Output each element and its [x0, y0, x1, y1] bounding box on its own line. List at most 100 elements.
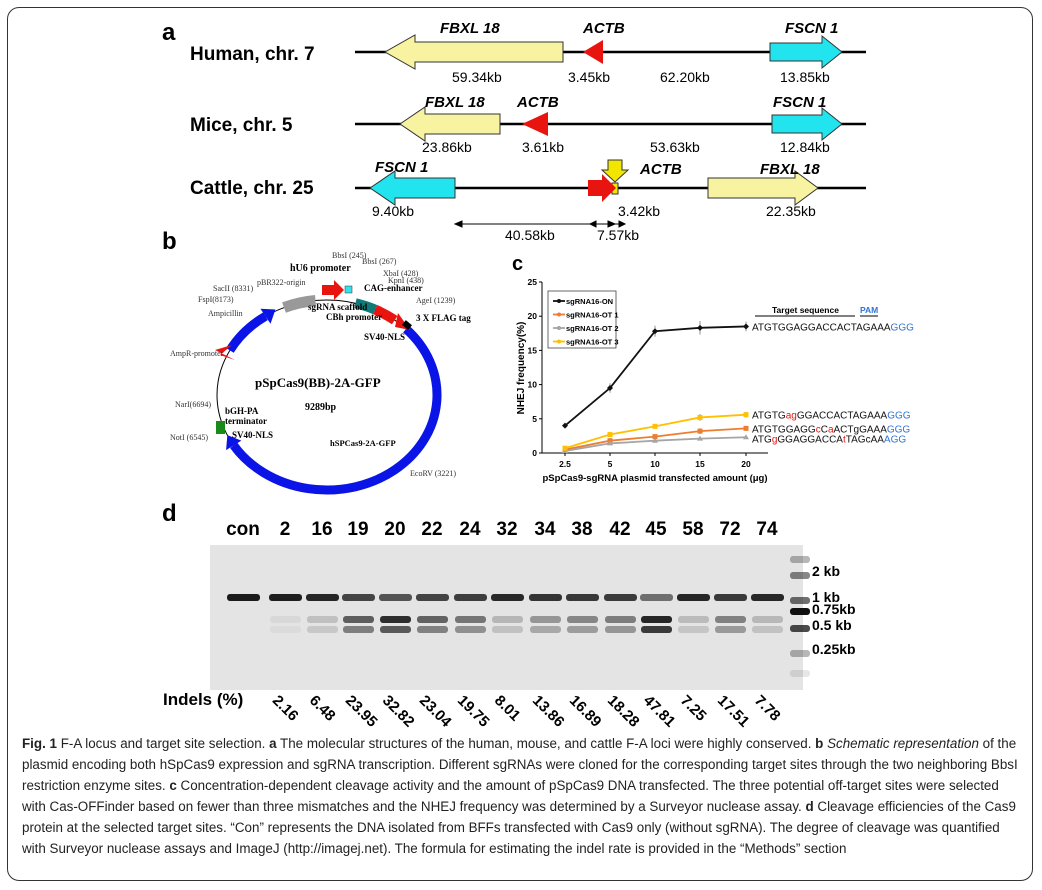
- cleaved-band-lower: [269, 626, 301, 633]
- ladder-band: [790, 556, 810, 563]
- feature-label: AmpR-promoter: [170, 349, 224, 358]
- distance-label: 3.61kb: [522, 139, 564, 155]
- series-sgRNA16-OT 3: [562, 411, 749, 451]
- data-point: [652, 423, 658, 429]
- gel-image: [210, 545, 810, 690]
- sequence-text: ATGgGGAGGACCAtTAGcAAAGG: [752, 434, 906, 445]
- data-point: [652, 328, 658, 335]
- span-label: 40.58kb: [505, 227, 555, 243]
- feature-label: CAG-enhancer: [364, 283, 423, 293]
- data-point: [652, 437, 658, 443]
- sequence-text: ATGTGGAGGACCACTAGAAAGGG: [752, 322, 914, 333]
- span-label: 7.57kb: [597, 227, 639, 243]
- full-length-band: [750, 594, 784, 601]
- chart-legend: sgRNA16-ON sgRNA16-OT 1 sgRNA16-OT 2 sgRNA1…: [547, 290, 619, 349]
- full-length-band: [305, 594, 339, 601]
- feature-label: SV40-NLS: [232, 430, 273, 440]
- ladder-label: 0.5 kb: [812, 617, 852, 633]
- distance-label: 59.34kb: [452, 69, 502, 85]
- cbh-promoter-arc: [373, 305, 398, 325]
- cleaved-band-upper: [416, 616, 448, 623]
- site-label: BbsI (245): [332, 251, 367, 260]
- distance-label: 3.42kb: [618, 203, 660, 219]
- series-line: [564, 413, 747, 450]
- cleaved-band-upper: [269, 616, 301, 623]
- cleaved-band-upper: [529, 616, 561, 623]
- lane-label: 22: [421, 519, 443, 540]
- distance-label: 62.20kb: [660, 69, 710, 85]
- x-tick-label: 10: [650, 459, 660, 469]
- y-tick-label: 25: [528, 277, 538, 287]
- chart-marks: [562, 320, 749, 453]
- ladder-band: [790, 572, 810, 579]
- pbr322-origin-arc: [282, 295, 317, 313]
- x-tick-label: 15: [695, 459, 705, 469]
- human-locus: Human, chr. 7 FBXL 18 ACTB FSCN 1 59.34k…: [190, 20, 866, 85]
- cleaved-band-lower: [454, 626, 486, 633]
- sequence-text: ATGTGGAGGcCaACTgGAAAGGG: [752, 424, 910, 435]
- full-length-band: [341, 594, 375, 601]
- legend-label: sgRNA16-OT 1: [566, 311, 619, 320]
- data-point: [697, 428, 703, 434]
- legend-marker: [557, 326, 561, 330]
- panel-label-d: d: [162, 500, 177, 527]
- full-length-band: [453, 594, 487, 601]
- actb-gene-arrow: [583, 40, 603, 64]
- sequence-segment: GGG: [891, 322, 915, 333]
- gene-label: ACTB: [516, 94, 559, 111]
- gene-label: FBXL 18: [760, 161, 820, 178]
- cleaved-band-lower: [416, 626, 448, 633]
- cleaved-band-upper: [342, 616, 374, 623]
- sequence-segment: GGG: [887, 424, 911, 435]
- caption-text-d: Cleavage efficiencies of the Cas9 protei…: [22, 799, 1016, 856]
- sequence-segment: GGG: [887, 411, 911, 422]
- sgrna-scaffold-box: [344, 285, 353, 294]
- mice-locus: Mice, chr. 5 FBXL 18 ACTB FSCN 1 23.86kb…: [190, 94, 866, 155]
- sequence-annotations: Target sequence PAM ATGTGGAGGACCACTAGAAA…: [752, 305, 914, 445]
- gene-label: ACTB: [582, 20, 625, 37]
- y-axis-label: NHEJ frequency(%): [516, 322, 527, 415]
- fscn1-gene-arrow: [769, 34, 843, 70]
- feature-label: hU6 promoter: [290, 263, 351, 274]
- data-point: [562, 422, 568, 429]
- fbxl18-gene-arrow: [707, 170, 819, 206]
- lane-label: 72: [719, 519, 741, 540]
- fbxl18-gene-arrow: [399, 106, 501, 142]
- data-point: [743, 412, 749, 418]
- sequence-segment: TAGcAA: [846, 434, 884, 445]
- gene-label: FBXL 18: [425, 94, 485, 111]
- cleaved-band-lower: [640, 626, 672, 633]
- cleaved-band-lower: [714, 626, 746, 633]
- feature-label: sgRNA scaffold: [308, 302, 367, 312]
- plasmid-map: pSpCas9(BB)-2A-GFP 9289bp hU6 promoter s…: [170, 251, 471, 495]
- cleaved-band-lower: [306, 626, 338, 633]
- full-length-band: [565, 594, 599, 601]
- cleaved-band-upper: [604, 616, 636, 623]
- distance-label: 13.85kb: [780, 69, 830, 85]
- sequence-segment: ATGTGGAGG: [752, 424, 816, 435]
- sequence-segment: ACTgGAAA: [834, 424, 888, 435]
- distance-label: 9.40kb: [372, 203, 414, 219]
- cattle-locus: Cattle, chr. 25 FSCN 1 ACTB FBXL 18 9.40…: [190, 159, 866, 243]
- cas9-arrowhead: [226, 435, 242, 451]
- lane-label: 58: [682, 519, 704, 540]
- lane-label: 19: [347, 519, 369, 540]
- ladder-label: 1 kb: [812, 589, 841, 605]
- hu6-promoter-arrow: [322, 280, 344, 300]
- cleaved-band-lower: [604, 626, 636, 633]
- site-label: BbsI (267): [362, 257, 397, 266]
- feature-label: pBR322-origin: [257, 278, 305, 287]
- y-tick-label: 5: [532, 414, 537, 424]
- sequence-segment: t: [843, 434, 846, 445]
- gene-label: FSCN 1: [773, 94, 826, 111]
- y-tick-label: 10: [528, 380, 538, 390]
- site-label: EcoRV (3221): [410, 469, 456, 478]
- site-label: FspI(8173): [198, 295, 234, 304]
- ladder-band: [790, 650, 810, 657]
- cleaved-band-upper: [379, 616, 411, 623]
- site-label: NarI(6694): [175, 400, 211, 409]
- fbxl18-gene-arrow: [383, 34, 564, 70]
- plasmid-size: 9289bp: [305, 402, 337, 413]
- cleaved-band-lower: [751, 626, 783, 633]
- caption-fig-number: Fig. 1: [22, 736, 57, 751]
